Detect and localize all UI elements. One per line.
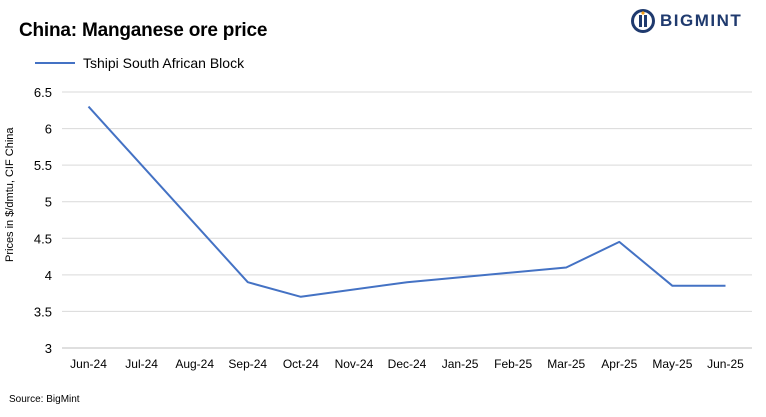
- y-tick-label: 3.5: [34, 304, 52, 319]
- x-tick-label: Jul-24: [125, 357, 158, 371]
- x-tick-label: Jun-24: [70, 357, 107, 371]
- bigmint-logo: BIGMINT: [630, 8, 742, 34]
- chart-legend: Tshipi South African Block: [35, 55, 244, 71]
- legend-label: Tshipi South African Block: [83, 55, 245, 71]
- x-tick-label: Feb-25: [494, 357, 532, 371]
- chart-title: China: Manganese ore price: [19, 20, 268, 41]
- y-tick-label: 6.5: [34, 85, 52, 100]
- logo-text: BIGMINT: [660, 11, 743, 30]
- x-tick-label: May-25: [652, 357, 692, 371]
- x-tick-label: Dec-24: [388, 357, 427, 371]
- legend-line-marker: [35, 62, 75, 64]
- x-tick-label: Oct-24: [283, 357, 319, 371]
- y-tick-label: 5: [45, 195, 52, 210]
- source-note: Source: BigMint: [9, 394, 80, 405]
- x-tick-label: Nov-24: [335, 357, 374, 371]
- y-tick-label: 3: [45, 341, 52, 356]
- x-tick-label: Aug-24: [175, 357, 214, 371]
- series-line: [87, 105, 726, 298]
- x-tick-label: Mar-25: [547, 357, 585, 371]
- y-tick-label: 5.5: [34, 158, 52, 173]
- y-tick-label: 6: [45, 122, 52, 137]
- y-tick-label: 4.5: [34, 231, 52, 246]
- x-tick-label: Sep-24: [228, 357, 267, 371]
- x-tick-label: Apr-25: [601, 357, 637, 371]
- bigmint-logo-icon: [631, 9, 655, 33]
- y-tick-label: 4: [45, 268, 52, 283]
- x-tick-label: Jun-25: [707, 357, 744, 371]
- x-tick-label: Jan-25: [442, 357, 479, 371]
